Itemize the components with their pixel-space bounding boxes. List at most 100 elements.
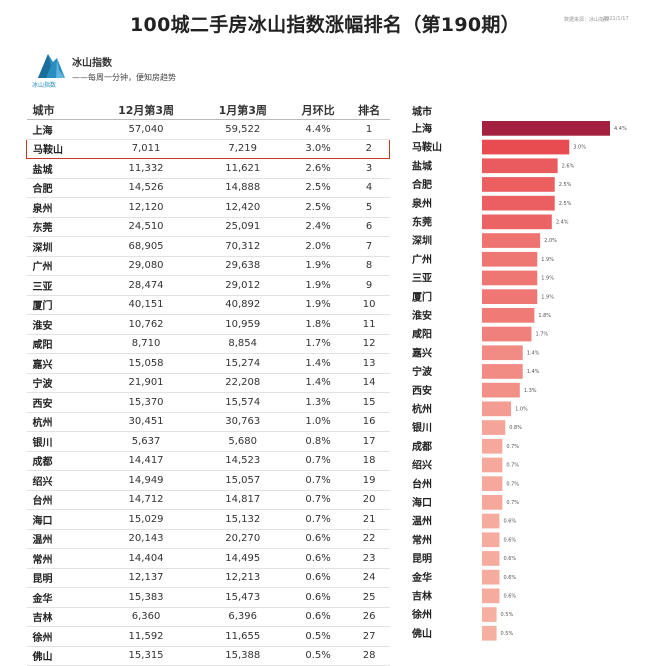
bar-category-label: 温州 bbox=[412, 515, 432, 528]
iceberg-logo-icon bbox=[38, 54, 65, 78]
cell-jan-week3-price: 10,959 bbox=[197, 314, 288, 335]
brand-logo: 冰山指数 ——每周一分钟，便知房趋势 冰山指数 bbox=[30, 48, 290, 94]
table-row: 广州 29,080 29,638 1.9% 8 bbox=[26, 256, 390, 276]
cell-rank: 16 bbox=[348, 412, 390, 432]
cell-city: 绍兴 bbox=[26, 470, 95, 491]
cell-jan-week3-price: 15,473 bbox=[197, 587, 288, 608]
bar bbox=[482, 532, 500, 548]
cell-jan-week3-price: 11,655 bbox=[197, 626, 288, 647]
cell-mom-change: 0.6% bbox=[287, 548, 349, 569]
bar bbox=[482, 195, 555, 211]
table-row: 厦门 40,151 40,892 1.9% 10 bbox=[26, 295, 390, 315]
bar bbox=[482, 569, 500, 585]
cell-mom-change: 1.9% bbox=[287, 256, 349, 276]
table-row: 合肥 14,526 14,888 2.5% 4 bbox=[26, 178, 390, 198]
bar-category-label: 三亚 bbox=[412, 273, 432, 285]
bar-value-label: 2.6% bbox=[562, 163, 575, 169]
table-header-row: 城市 12月第3周 1月第3周 月环比 排名 bbox=[26, 101, 390, 120]
table-row: 温州 20,143 20,270 0.6% 22 bbox=[26, 529, 390, 549]
cell-jan-week3-price: 15,057 bbox=[197, 470, 288, 491]
bar-category-label: 银川 bbox=[412, 421, 432, 434]
source-note: 数据来源：冰山指数 bbox=[564, 17, 610, 23]
cell-jan-week3-price: 11,621 bbox=[197, 158, 288, 179]
cell-city: 东莞 bbox=[26, 217, 95, 237]
bar bbox=[482, 270, 538, 286]
cell-rank: 27 bbox=[348, 626, 390, 647]
cell-dec-week3-price: 15,029 bbox=[94, 509, 198, 530]
bar-category-label: 咸阳 bbox=[412, 328, 432, 341]
cell-dec-week3-price: 29,080 bbox=[94, 256, 198, 276]
bar-category-label: 杭州 bbox=[412, 403, 432, 416]
cell-rank: 7 bbox=[348, 236, 390, 257]
cell-rank: 21 bbox=[348, 509, 390, 530]
table-row: 常州 14,404 14,495 0.6% 23 bbox=[26, 548, 390, 569]
cell-rank: 14 bbox=[348, 373, 390, 393]
bar-category-label: 常州 bbox=[412, 533, 432, 546]
cell-city: 金华 bbox=[26, 587, 95, 608]
cell-jan-week3-price: 14,817 bbox=[197, 490, 288, 510]
bar-value-label: 3.0% bbox=[573, 145, 586, 151]
table-row: 海口 15,029 15,132 0.7% 21 bbox=[26, 509, 390, 530]
column-header-city: 城市 bbox=[26, 101, 95, 120]
bar-value-label: 1.9% bbox=[541, 276, 554, 282]
table-row: 台州 14,712 14,817 0.7% 20 bbox=[26, 490, 390, 510]
cell-city: 温州 bbox=[26, 529, 95, 549]
cell-mom-change: 0.7% bbox=[287, 451, 349, 471]
cell-rank: 18 bbox=[348, 451, 390, 471]
cell-dec-week3-price: 15,370 bbox=[94, 392, 198, 413]
cell-city: 泉州 bbox=[26, 197, 95, 218]
cell-city: 上海 bbox=[26, 119, 95, 140]
cell-city: 西安 bbox=[26, 392, 95, 413]
brand-sub-name: 冰山指数 bbox=[32, 82, 57, 89]
bar bbox=[482, 121, 610, 136]
bar bbox=[482, 401, 512, 417]
cell-city: 盐城 bbox=[26, 158, 95, 179]
bar-value-label: 0.7% bbox=[506, 500, 519, 506]
table-row: 昆明 12,137 12,213 0.6% 24 bbox=[26, 568, 390, 588]
cell-city: 宁波 bbox=[26, 373, 95, 393]
cell-mom-change: 1.9% bbox=[287, 295, 349, 315]
cell-mom-change: 0.6% bbox=[287, 607, 349, 627]
bar-value-label: 4.4% bbox=[614, 126, 627, 132]
bar-value-label: 1.8% bbox=[538, 313, 551, 319]
bar-category-label: 上海 bbox=[412, 122, 432, 135]
chart-category-header: 城市 bbox=[412, 105, 432, 118]
bar-value-label: 1.0% bbox=[515, 407, 528, 413]
bar bbox=[482, 308, 535, 323]
cell-jan-week3-price: 6,396 bbox=[197, 607, 288, 627]
cell-jan-week3-price: 15,132 bbox=[197, 509, 288, 530]
bar bbox=[482, 476, 503, 491]
bar bbox=[482, 345, 523, 361]
bar-value-label: 0.6% bbox=[503, 594, 516, 600]
cell-jan-week3-price: 30,763 bbox=[197, 412, 288, 432]
cell-dec-week3-price: 11,332 bbox=[94, 158, 198, 179]
cell-mom-change: 4.4% bbox=[287, 119, 349, 140]
cell-jan-week3-price: 14,888 bbox=[197, 178, 288, 198]
cell-rank: 4 bbox=[348, 178, 390, 198]
bar-category-label: 海口 bbox=[412, 496, 432, 509]
cell-dec-week3-price: 15,383 bbox=[94, 587, 198, 608]
bar-category-label: 深圳 bbox=[412, 234, 432, 247]
bar-value-label: 0.6% bbox=[503, 519, 516, 525]
page-title: 100城二手房冰山指数涨幅排名（第190期） bbox=[130, 14, 520, 36]
bar-category-label: 东莞 bbox=[412, 216, 432, 229]
bar-value-label: 1.9% bbox=[541, 294, 554, 300]
ranking-table: 城市 12月第3周 1月第3周 月环比 排名 上海 57,040 59,522 4.4… bbox=[26, 101, 390, 666]
bar bbox=[482, 420, 506, 435]
cell-rank: 1 bbox=[348, 119, 390, 140]
bar-value-label: 0.5% bbox=[501, 612, 514, 618]
cell-rank: 22 bbox=[348, 529, 390, 549]
column-header-rank: 排名 bbox=[348, 101, 390, 120]
bar-category-label: 泉州 bbox=[411, 197, 432, 210]
cell-mom-change: 0.7% bbox=[287, 470, 349, 491]
table-row: 西安 15,370 15,574 1.3% 15 bbox=[26, 392, 390, 413]
cell-dec-week3-price: 68,905 bbox=[94, 236, 198, 257]
bar bbox=[482, 158, 558, 174]
cell-dec-week3-price: 14,949 bbox=[94, 470, 198, 491]
cell-city: 昆明 bbox=[26, 568, 95, 588]
bar-value-label: 0.8% bbox=[509, 425, 522, 431]
cell-dec-week3-price: 5,637 bbox=[94, 431, 198, 452]
column-header-mom: 月环比 bbox=[287, 101, 349, 120]
bar-value-label: 0.6% bbox=[503, 556, 516, 562]
bar-value-label: 1.4% bbox=[527, 369, 540, 375]
